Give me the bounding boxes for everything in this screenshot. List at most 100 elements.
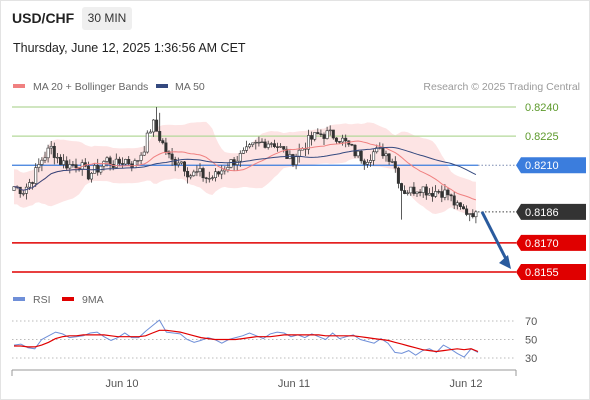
candle bbox=[282, 146, 286, 153]
candle bbox=[254, 139, 258, 150]
candle bbox=[161, 138, 165, 145]
candle bbox=[409, 186, 413, 196]
candle bbox=[316, 128, 320, 135]
candle bbox=[427, 188, 431, 196]
candle bbox=[62, 154, 66, 169]
rsi-panel: 70 50 30 bbox=[12, 316, 537, 365]
x-tick-jun10: Jun 10 bbox=[105, 378, 138, 390]
rsi-legend-label: RSI bbox=[33, 294, 51, 306]
candle bbox=[356, 150, 360, 159]
candle bbox=[452, 191, 456, 210]
ma20-line bbox=[13, 140, 477, 201]
research-credit: Research © 2025 Trading Central bbox=[423, 81, 580, 93]
level-0-8210-tag bbox=[516, 157, 586, 174]
candle bbox=[105, 156, 109, 167]
candle bbox=[238, 150, 242, 168]
timeframe-button[interactable]: 30 MIN bbox=[82, 7, 132, 30]
candle bbox=[251, 142, 255, 148]
candle bbox=[458, 202, 462, 210]
rsi-line bbox=[13, 319, 479, 358]
candle bbox=[74, 158, 78, 173]
candle bbox=[43, 151, 47, 164]
candle bbox=[455, 200, 459, 210]
price-tag-layer: 0.8240 0.8225 0.8210 0.8186 0.8170 0.8155 bbox=[516, 102, 586, 280]
level-0-8186-tag bbox=[516, 203, 586, 220]
level-0-8155-tag bbox=[516, 264, 586, 280]
candle bbox=[96, 158, 100, 176]
price-level-layer bbox=[12, 106, 516, 273]
candle bbox=[424, 183, 428, 200]
rsi-tick-30: 30 bbox=[525, 353, 537, 365]
candle bbox=[359, 150, 363, 164]
level-0-8210-tag-label: 0.8210 bbox=[525, 160, 559, 172]
candle bbox=[176, 157, 180, 168]
candle bbox=[465, 205, 469, 217]
candle bbox=[68, 159, 72, 174]
candle bbox=[173, 156, 177, 172]
candle bbox=[148, 129, 152, 134]
candle bbox=[272, 139, 276, 149]
candle bbox=[46, 144, 50, 163]
candle bbox=[183, 160, 187, 177]
candle bbox=[90, 171, 94, 183]
candle bbox=[390, 158, 394, 164]
candle bbox=[114, 153, 118, 169]
ma50-line bbox=[13, 146, 477, 191]
candle bbox=[37, 158, 41, 173]
candle bbox=[49, 140, 53, 155]
ma50-legend-swatch bbox=[156, 84, 168, 88]
x-tick-jun11: Jun 11 bbox=[278, 378, 310, 390]
candle bbox=[263, 138, 267, 149]
candle bbox=[167, 150, 171, 159]
candle bbox=[393, 156, 397, 173]
candle bbox=[334, 137, 338, 144]
candle bbox=[155, 107, 159, 132]
candle bbox=[372, 149, 376, 166]
candle bbox=[21, 190, 25, 197]
candle bbox=[446, 187, 450, 201]
candle bbox=[396, 166, 400, 189]
candle bbox=[319, 129, 323, 138]
candle bbox=[471, 209, 475, 219]
candle bbox=[34, 163, 38, 187]
ma20-legend-label: MA 20 + Bollinger Bands bbox=[33, 81, 148, 93]
rsi-legend-swatch bbox=[13, 297, 25, 301]
projection-arrow-shaft bbox=[480, 211, 509, 262]
ma50-legend-label: MA 50 bbox=[175, 81, 205, 93]
candle bbox=[412, 182, 416, 196]
candle bbox=[55, 152, 59, 164]
candle bbox=[399, 182, 403, 220]
candle bbox=[71, 161, 75, 168]
candle bbox=[145, 130, 149, 154]
candle bbox=[362, 158, 366, 170]
candle bbox=[406, 190, 410, 196]
candle bbox=[474, 210, 478, 224]
candle bbox=[468, 213, 472, 222]
candle bbox=[186, 167, 190, 184]
candle bbox=[266, 140, 270, 150]
candle bbox=[158, 112, 162, 143]
candle bbox=[434, 185, 438, 198]
candle bbox=[368, 154, 372, 167]
candle bbox=[207, 171, 211, 183]
rsi-ma-line bbox=[14, 329, 479, 353]
candle bbox=[269, 141, 273, 148]
level-0-8240-label: 0.8240 bbox=[525, 102, 559, 114]
candle bbox=[331, 129, 335, 140]
candle bbox=[192, 169, 196, 177]
projection-arrow-layer bbox=[480, 211, 511, 269]
candle bbox=[418, 188, 422, 197]
candle bbox=[127, 156, 131, 166]
candle bbox=[201, 166, 205, 182]
candle bbox=[65, 156, 69, 171]
candle bbox=[365, 159, 369, 168]
candles-layer bbox=[12, 107, 478, 224]
candle bbox=[430, 186, 434, 202]
chart-datetime: Thursday, June 12, 2025 1:36:56 AM CET bbox=[13, 41, 246, 55]
candle bbox=[415, 191, 419, 197]
candle bbox=[403, 185, 407, 195]
candle bbox=[325, 126, 329, 140]
candle bbox=[210, 175, 214, 181]
candle bbox=[260, 138, 264, 144]
